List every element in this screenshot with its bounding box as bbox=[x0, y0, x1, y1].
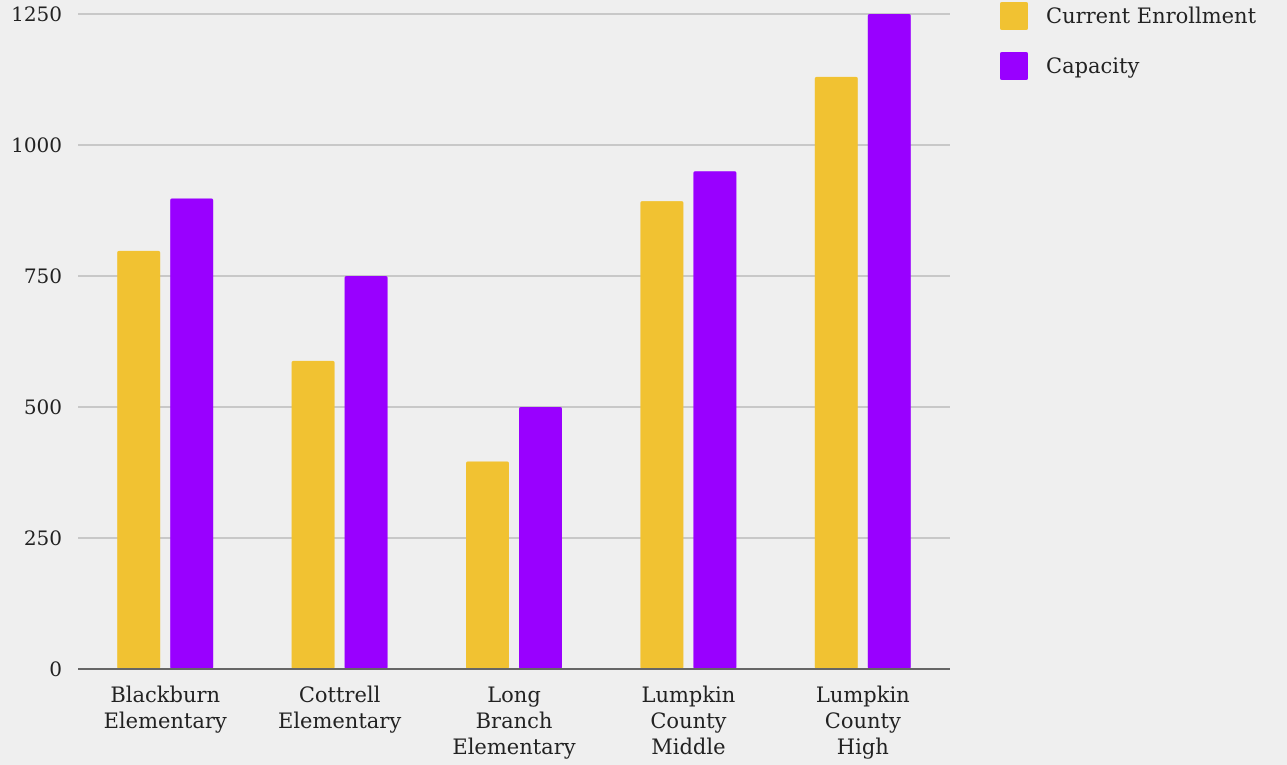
y-axis: 0 250 500 750 1000 1250 bbox=[11, 2, 62, 681]
y-tick-label-1250: 1250 bbox=[11, 2, 62, 26]
y-tick-label-250: 250 bbox=[24, 526, 62, 550]
y-tick-label-0: 0 bbox=[49, 657, 62, 681]
y-tick-label-500: 500 bbox=[24, 395, 62, 419]
legend-label-current-enrollment: Current Enrollment bbox=[1046, 4, 1257, 28]
bar-capacity-3 bbox=[693, 171, 737, 669]
x-tick-label-2: Long Branch Elementary bbox=[452, 683, 575, 759]
bar-enrollment-3 bbox=[640, 201, 684, 669]
legend-swatch-capacity bbox=[1000, 52, 1028, 80]
gridlines bbox=[78, 13, 950, 539]
bar-capacity-0 bbox=[170, 198, 214, 669]
bar-enrollment-2 bbox=[466, 461, 509, 669]
bars bbox=[117, 14, 911, 669]
legend-item-current-enrollment[interactable]: Current Enrollment bbox=[1000, 2, 1256, 30]
legend-swatch-current-enrollment bbox=[1000, 2, 1028, 30]
bar-capacity-4 bbox=[867, 14, 911, 669]
x-axis: Blackburn Elementary Cottrell Elementary Lon… bbox=[78, 668, 950, 759]
bar-enrollment-0 bbox=[117, 250, 161, 669]
bar-enrollment-4 bbox=[814, 76, 858, 669]
x-tick-label-4: Lumpkin County High bbox=[816, 683, 910, 759]
bar-capacity-1 bbox=[344, 276, 388, 669]
x-tick-label-3: Lumpkin County Middle bbox=[642, 683, 736, 759]
y-tick-label-1000: 1000 bbox=[11, 133, 62, 157]
bar-enrollment-1 bbox=[291, 360, 335, 669]
legend-label-capacity: Capacity bbox=[1046, 54, 1140, 78]
legend-item-capacity[interactable]: Capacity bbox=[1000, 52, 1256, 80]
y-tick-label-750: 750 bbox=[24, 264, 62, 288]
x-tick-label-1: Cottrell Elementary bbox=[278, 683, 401, 733]
legend: Current Enrollment Capacity bbox=[1000, 0, 1256, 102]
x-tick-label-0: Blackburn Elementary bbox=[104, 683, 227, 733]
bar-capacity-2 bbox=[519, 407, 562, 669]
